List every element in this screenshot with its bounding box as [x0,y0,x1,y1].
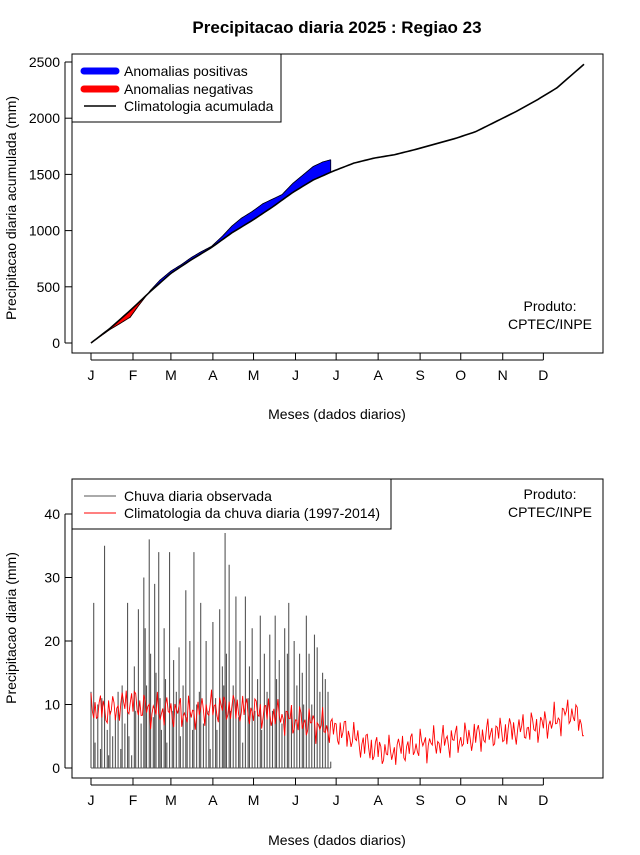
y-tick-label: 0 [52,760,60,776]
y-tick-label: 20 [44,633,60,649]
x-tick-label: M [165,367,177,383]
top-y-axis-label: Precipitacao diaria acumulada (mm) [3,96,19,320]
x-tick-label: M [248,792,260,808]
y-tick-label: 0 [52,335,60,351]
y-tick-label: 2500 [29,54,60,70]
y-tick-label: 30 [44,570,60,586]
x-tick-label: M [165,792,177,808]
y-tick-label: 10 [44,697,60,713]
observed-rain-bars [90,533,332,769]
x-tick-label: D [538,367,548,383]
climatology-daily-line [90,689,585,765]
x-tick-label: S [415,367,424,383]
top-x-axis-label: Meses (dados diarios) [268,406,406,422]
bottom-product-label: Produto: [524,486,577,502]
bottom-x-axis-label: Meses (dados diarios) [268,832,406,848]
x-tick-label: J [333,367,340,383]
bottom-product-source: CPTEC/INPE [508,504,592,520]
legend-clim-daily-label: Climatologia da chuva diaria (1997-2014) [124,505,380,521]
y-tick-label: 1500 [29,166,60,182]
legend-observed-label: Chuva diaria observada [124,488,272,504]
x-tick-label: J [333,792,340,808]
climatology-cumulative-line [90,63,585,344]
bottom-y-axis: 0 10 20 30 40 [44,506,72,776]
bottom-legend: Chuva diaria observada Climatologia da c… [71,478,392,530]
bottom-y-axis-label: Precipitacao diaria (mm) [3,552,19,704]
x-tick-label: N [498,792,508,808]
legend-negative-label: Anomalias negativas [124,81,253,97]
y-tick-label: 2000 [29,110,60,126]
bottom-legend-box [71,478,392,530]
daily-panel: 0 10 20 30 40 J F M A M J J A S O N D Precipitacao diar… [3,478,604,848]
top-product-source: CPTEC/INPE [508,316,592,332]
x-tick-label: S [415,792,424,808]
chart-title: Precipitacao diaria 2025 : Regiao 23 [192,18,481,37]
anomaly-fills [90,159,332,344]
x-tick-label: J [292,792,299,808]
y-tick-label: 1000 [29,223,60,239]
top-product-label: Produto: [524,298,577,314]
x-tick-label: A [373,367,383,383]
legend-positive-label: Anomalias positivas [124,63,248,79]
x-tick-label: O [455,367,466,383]
top-plot-frame [71,53,604,354]
x-tick-label: F [129,367,138,383]
x-tick-label: N [498,367,508,383]
x-tick-label: A [208,367,218,383]
x-tick-label: A [208,792,218,808]
x-tick-label: J [88,367,95,383]
top-y-axis: 0 500 1000 1500 2000 2500 [29,54,72,351]
cumulative-panel: 0 500 1000 1500 2000 2500 J F M A M J J A S O N D Precip… [3,53,604,422]
x-tick-label: F [129,792,138,808]
legend-climatology-label: Climatologia acumulada [124,98,274,114]
y-tick-label: 40 [44,506,60,522]
x-tick-label: O [455,792,466,808]
top-legend: Anomalias positivas Anomalias negativas … [71,53,282,123]
observed-cumulative-line [90,159,331,344]
x-tick-label: M [248,367,260,383]
x-tick-label: A [373,792,383,808]
x-tick-label: D [538,792,548,808]
x-tick-label: J [88,792,95,808]
x-tick-label: J [292,367,299,383]
y-tick-label: 500 [37,279,61,295]
